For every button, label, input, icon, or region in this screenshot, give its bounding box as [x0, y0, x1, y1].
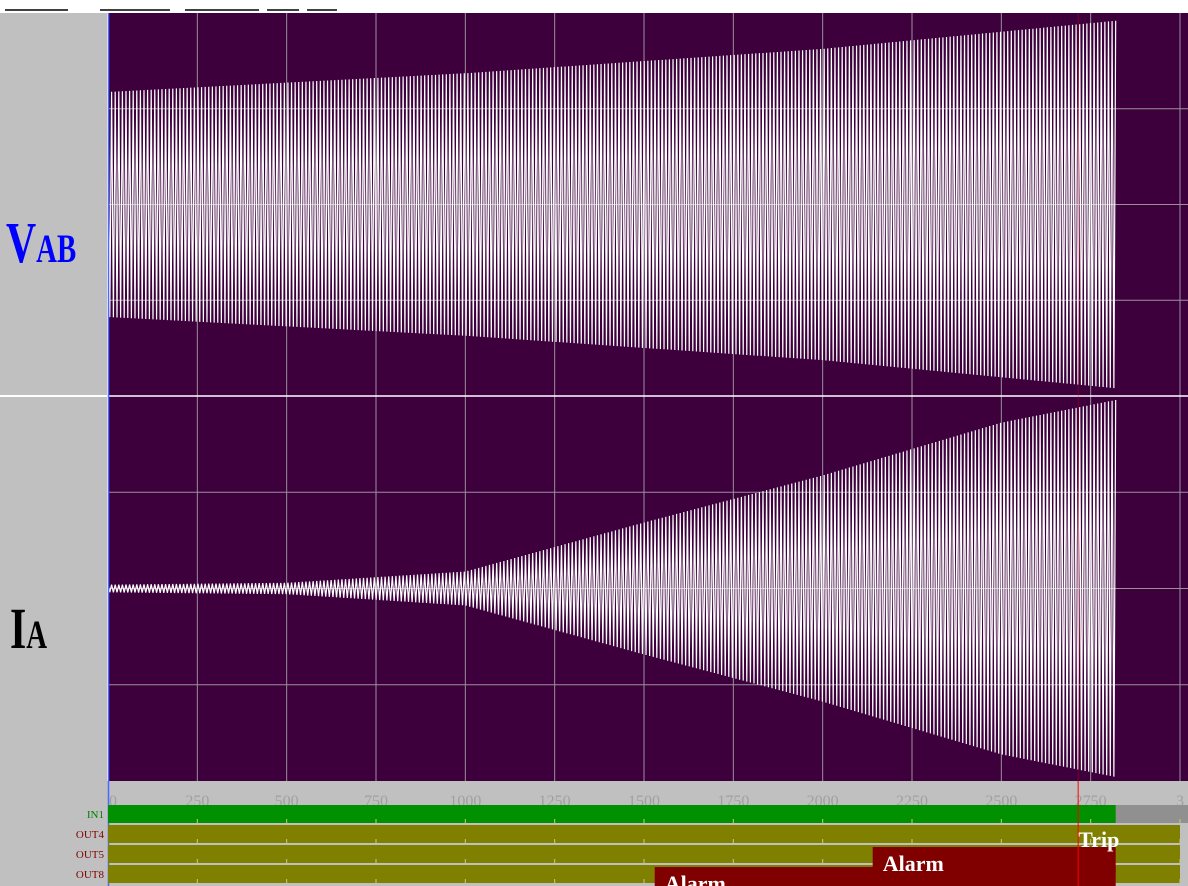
channel-label-sub: A	[26, 612, 48, 657]
channel-label-main: V	[6, 210, 37, 275]
event-bar	[654, 867, 1116, 886]
event-label: Alarm	[883, 851, 944, 876]
digital-bar-out4	[108, 825, 1180, 843]
event-label: Alarm	[665, 871, 726, 886]
digital-bar-in1	[108, 805, 1116, 823]
channel-label-ia: IA	[10, 600, 47, 658]
digital-channel-label: OUT4	[76, 829, 105, 841]
channel-label-sub: AB	[36, 226, 77, 271]
digital-channel-label: IN1	[87, 809, 104, 821]
toolbar-separator	[185, 9, 259, 11]
toolbar-separator	[100, 9, 170, 11]
waveform-trace-vab	[107, 20, 1117, 389]
toolbar-separator	[5, 9, 68, 11]
toolbar-separator	[307, 9, 337, 11]
digital-channel-label: OUT5	[76, 849, 105, 861]
channel-label-vab: VAB	[6, 214, 76, 272]
channel-label-gutter	[0, 13, 107, 781]
toolbar-separator	[267, 9, 299, 11]
digital-channel-label: OUT8	[76, 869, 105, 881]
top-toolbar-strip	[0, 0, 1188, 13]
event-label: Trip	[1078, 827, 1119, 852]
x-tick-label: 3	[1176, 793, 1184, 810]
channel-label-main: I	[10, 596, 27, 661]
x-tick-label: 0	[109, 793, 117, 810]
waveform-trace-ia	[107, 399, 1117, 777]
